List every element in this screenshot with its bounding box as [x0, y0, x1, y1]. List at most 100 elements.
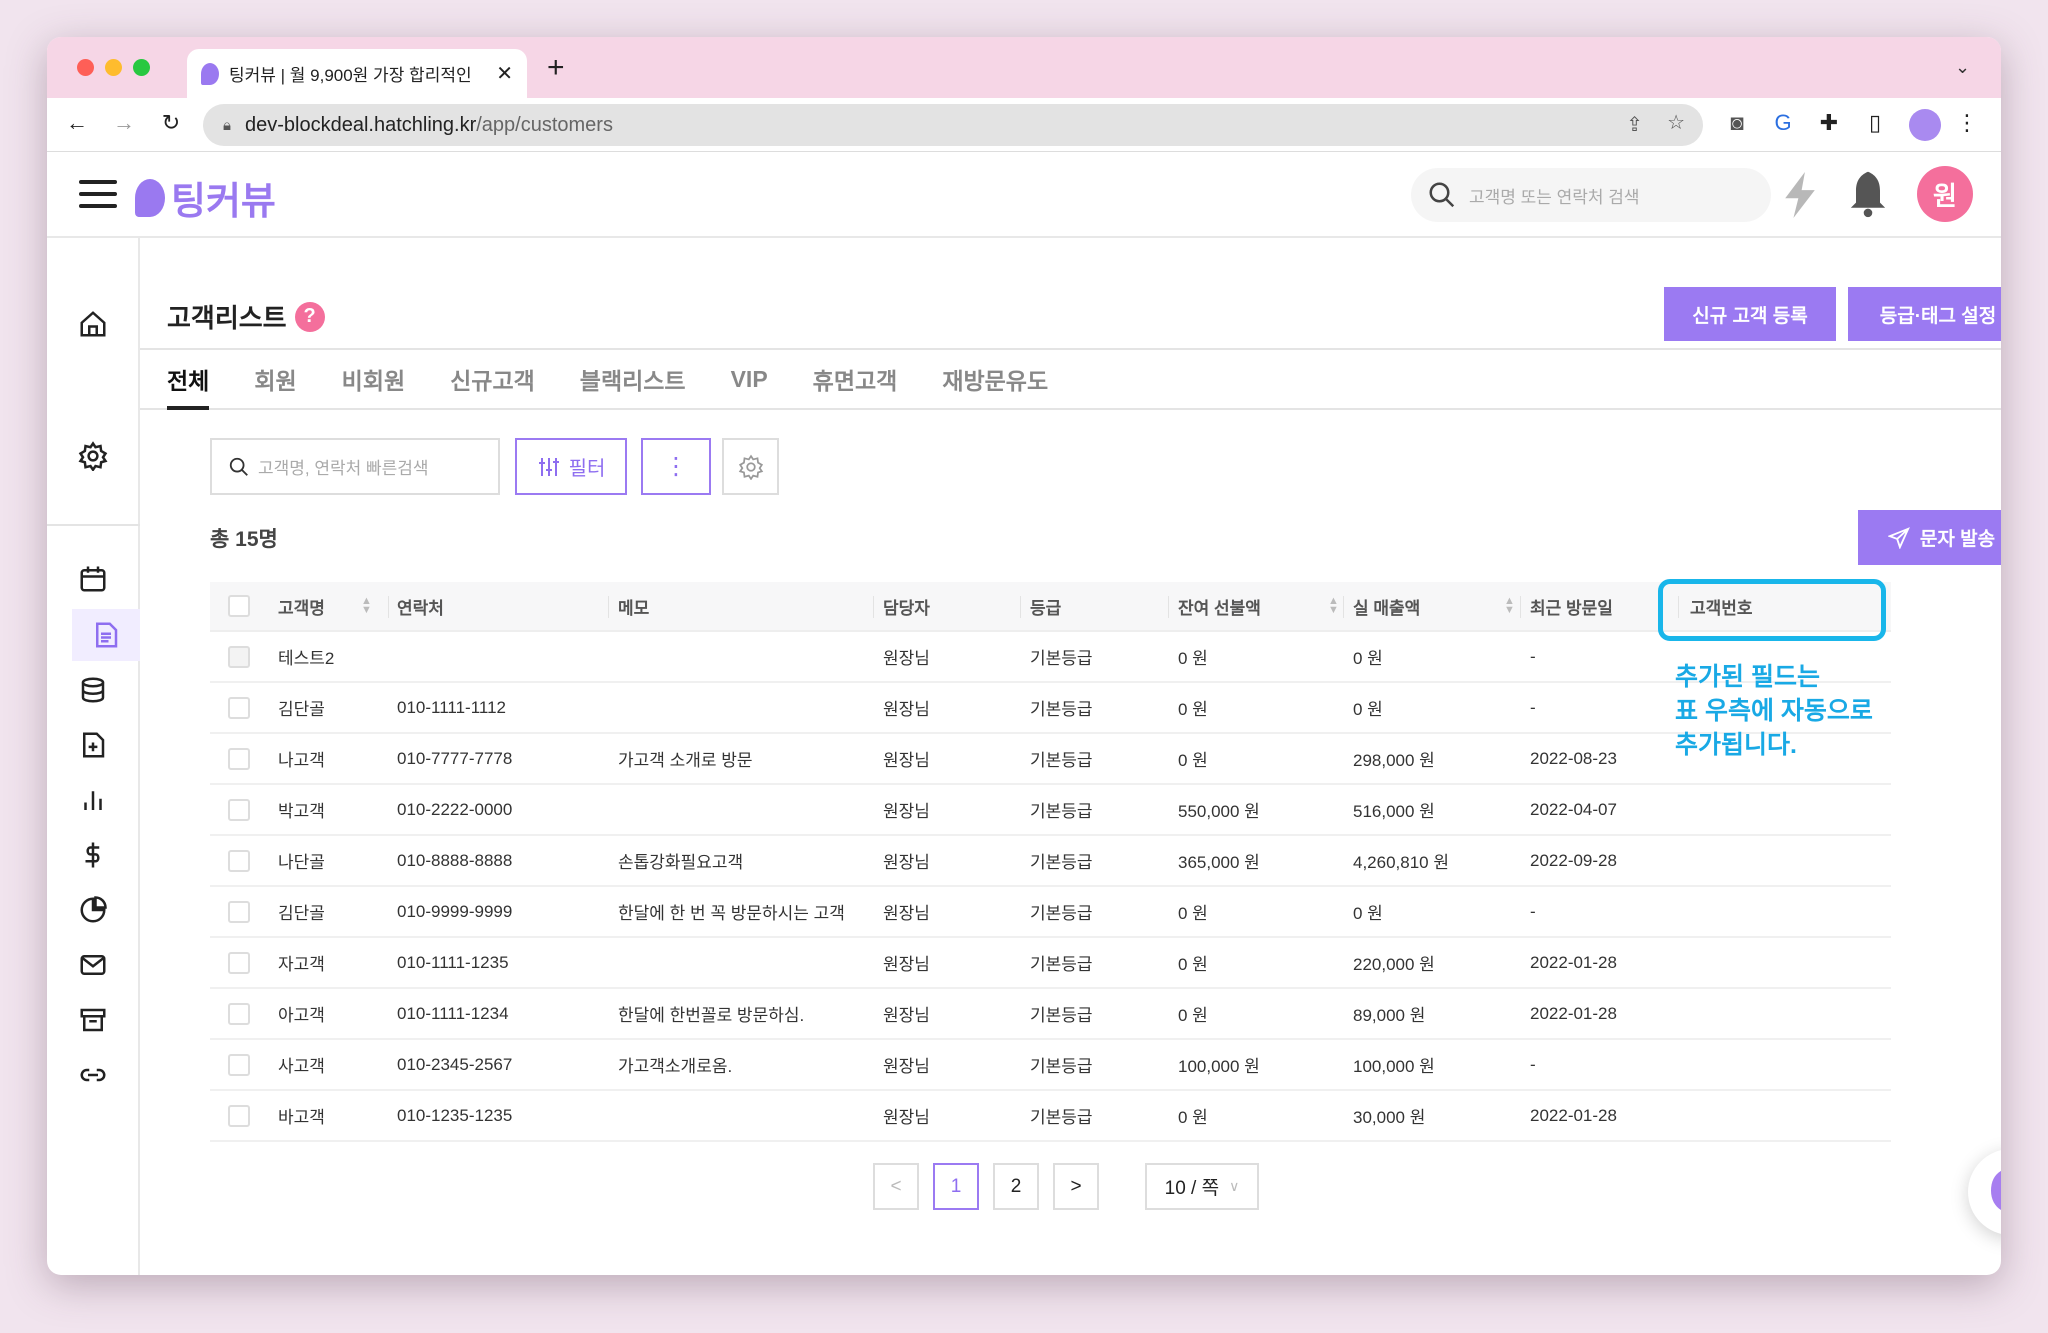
row-checkbox[interactable]: [228, 900, 250, 923]
back-icon[interactable]: ←: [66, 110, 88, 135]
sidebar-item-calendar[interactable]: [67, 559, 119, 599]
grade-tag-settings-button[interactable]: 등급·태그 설정: [1848, 287, 2001, 341]
page-button-2[interactable]: 2: [993, 1163, 1039, 1210]
row-checkbox[interactable]: [228, 849, 250, 872]
customer-tabs: 전체 회원 비회원 신규고객 블랙리스트 VIP 휴면고객 재방문유도: [167, 348, 1048, 410]
cell-manager: 원장님: [883, 1006, 930, 1025]
table-row[interactable]: 나고객 010-7777-7778 가고객 소개로 방문 원장님 기본등급 0 원 298,…: [210, 734, 1891, 785]
browser-menu-icon[interactable]: ⋮: [1956, 110, 1978, 135]
sidebar-item-customers[interactable]: [72, 609, 140, 661]
close-window-button[interactable]: [77, 59, 94, 76]
hamburger-menu-icon[interactable]: [79, 180, 117, 208]
close-tab-icon[interactable]: ✕: [496, 63, 513, 85]
sidebar-item-settings[interactable]: [67, 436, 119, 476]
share-icon[interactable]: ⇪: [1626, 114, 1643, 136]
next-page-button[interactable]: >: [1053, 1163, 1099, 1210]
cell-last-visit: -: [1530, 901, 1536, 921]
tab-list-chevron-icon[interactable]: ⌄: [1955, 57, 1971, 77]
extensions-icon[interactable]: ✚: [1819, 110, 1839, 135]
cell-manager: 원장님: [883, 802, 930, 821]
row-checkbox[interactable]: [228, 1053, 250, 1076]
sidepanel-icon[interactable]: ▯: [1868, 110, 1882, 135]
divider: [140, 348, 2001, 350]
sidebar-item-home[interactable]: [67, 304, 119, 344]
annotation-note: 추가된 필드는 표 우측에 자동으로 추가됩니다.: [1675, 660, 1873, 762]
new-customer-button[interactable]: 신규 고객 등록: [1664, 287, 1836, 341]
filter-button[interactable]: 필터: [515, 438, 627, 495]
send-sms-button[interactable]: 문자 발송: [1858, 510, 2001, 565]
row-checkbox[interactable]: [228, 1104, 250, 1127]
translate-icon[interactable]: G: [1774, 110, 1792, 135]
bell-icon[interactable]: [1847, 170, 1889, 218]
sidebar-item-messages[interactable]: [67, 945, 119, 985]
reload-icon[interactable]: ↻: [161, 110, 181, 135]
sidebar-item-statistics[interactable]: [67, 780, 119, 820]
sort-icon[interactable]: ▲ ▼: [1328, 595, 1339, 616]
column-header-name[interactable]: 고객명: [278, 598, 325, 618]
sort-icon[interactable]: ▲ ▼: [361, 595, 372, 616]
sidebar-item-link[interactable]: [67, 1055, 119, 1095]
help-icon[interactable]: ?: [294, 301, 325, 332]
row-checkbox[interactable]: [228, 951, 250, 974]
tab-all[interactable]: 전체: [167, 348, 210, 410]
sort-icon[interactable]: ▲ ▼: [1504, 595, 1515, 616]
prev-page-button[interactable]: <: [873, 1163, 919, 1210]
table-row[interactable]: 테스트2 원장님 기본등급 0 원 0 원 -: [210, 632, 1891, 683]
column-header-prepaid-balance[interactable]: 잔여 선불액: [1178, 598, 1261, 618]
minimize-window-button[interactable]: [105, 59, 122, 76]
column-header-manager: 담당자: [883, 598, 930, 618]
profile-avatar[interactable]: [1909, 109, 1941, 141]
tab-non-members[interactable]: 비회원: [341, 368, 406, 394]
tab-vip[interactable]: VIP: [730, 365, 768, 392]
sidebar: [47, 238, 140, 1275]
tab-dormant[interactable]: 휴면고객: [812, 368, 898, 394]
page-button-1[interactable]: 1: [933, 1163, 979, 1210]
sidebar-item-archive[interactable]: [67, 1000, 119, 1040]
row-checkbox[interactable]: [228, 798, 250, 821]
cell-actual-sales: 0 원: [1353, 700, 1383, 719]
table-row[interactable]: 김단골 010-9999-9999 한달에 한 번 꼭 방문하시는 고객 원장님 기본등…: [210, 887, 1891, 938]
table-row[interactable]: 사고객 010-2345-2567 가고객소개로옴. 원장님 기본등급 100,000 원…: [210, 1040, 1891, 1091]
database-icon: [81, 677, 105, 703]
tab-blacklist[interactable]: 블랙리스트: [579, 368, 686, 394]
table-row[interactable]: 아고객 010-1111-1234 한달에 한번꼴로 방문하심. 원장님 기본등급 0 원…: [210, 989, 1891, 1040]
sidebar-item-sales[interactable]: [67, 835, 119, 875]
maximize-window-button[interactable]: [133, 59, 150, 76]
select-all-checkbox[interactable]: [228, 595, 250, 617]
quick-search-input[interactable]: 고객명, 연락처 빠른검색: [210, 438, 500, 495]
logo[interactable]: 팅커뷰: [135, 170, 276, 225]
page-size-select[interactable]: 10 / 쪽 ∨: [1145, 1163, 1259, 1210]
more-options-button[interactable]: ⋮: [641, 438, 711, 495]
table-row[interactable]: 나단골 010-8888-8888 손톱강화필요고객 원장님 기본등급 365,000 원…: [210, 836, 1891, 887]
row-checkbox[interactable]: [228, 747, 250, 770]
camera-icon[interactable]: ◙: [1730, 110, 1744, 135]
sliders-icon: [538, 457, 559, 476]
new-tab-button[interactable]: +: [547, 51, 565, 84]
table-row[interactable]: 박고객 010-2222-0000 원장님 기본등급 550,000 원 516,000 …: [210, 785, 1891, 836]
browser-tab[interactable]: 팅커뷰 | 월 9,900원 가장 합리적인 ✕: [187, 49, 527, 98]
chat-button[interactable]: [1968, 1149, 2001, 1235]
row-checkbox[interactable]: [228, 645, 250, 668]
table-row[interactable]: 김단골 010-1111-1112 원장님 기본등급 0 원 0 원 -: [210, 683, 1891, 734]
sidebar-item-add-document[interactable]: [67, 725, 119, 765]
app-header: 팅커뷰 고객명 또는 연락처 검색 원: [47, 152, 2001, 238]
page-size-value: 10 / 쪽: [1164, 1178, 1220, 1199]
row-checkbox[interactable]: [228, 696, 250, 719]
column-header-actual-sales[interactable]: 실 매출액: [1353, 598, 1421, 618]
sidebar-item-database[interactable]: [67, 670, 119, 710]
lightning-icon[interactable]: [1780, 172, 1820, 218]
table-row[interactable]: 바고객 010-1235-1235 원장님 기본등급 0 원 30,000 원 2022-0…: [210, 1091, 1891, 1142]
sidebar-item-report[interactable]: [67, 890, 119, 930]
tab-revisit[interactable]: 재방문유도: [942, 368, 1049, 394]
url-bar[interactable]: 🔒︎ dev-blockdeal.hatchling.kr/app/custom…: [203, 104, 1703, 146]
forward-icon[interactable]: →: [113, 110, 135, 135]
user-avatar[interactable]: 원: [1917, 166, 1973, 222]
column-settings-button[interactable]: [722, 438, 779, 495]
table-row[interactable]: 자고객 010-1111-1235 원장님 기본등급 0 원 220,000 원 2022-…: [210, 938, 1891, 989]
global-search-input[interactable]: 고객명 또는 연락처 검색: [1411, 168, 1771, 222]
tab-new-customers[interactable]: 신규고객: [450, 368, 535, 394]
tab-members[interactable]: 회원: [254, 368, 297, 394]
row-checkbox[interactable]: [228, 1002, 250, 1025]
cell-manager: 원장님: [883, 904, 930, 923]
star-icon[interactable]: ☆: [1667, 112, 1685, 134]
